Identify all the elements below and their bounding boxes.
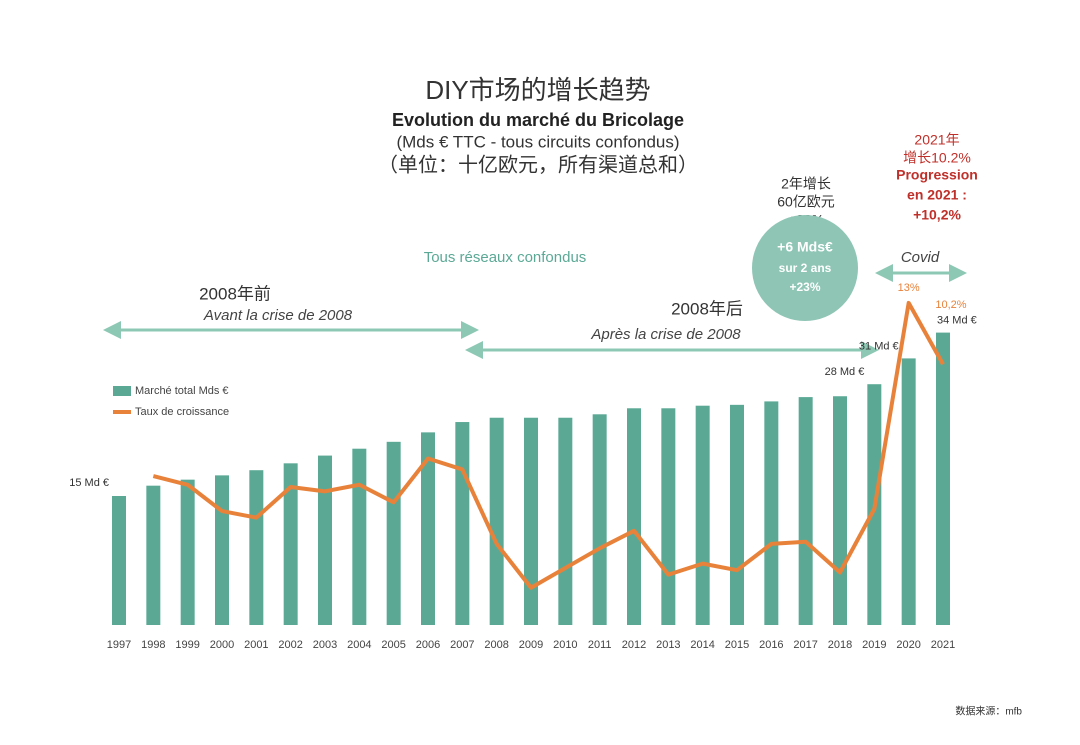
x-tick-label: 2001 [244,639,268,651]
annotation: 2021年 [914,132,959,148]
x-tick-label: 2013 [656,639,680,651]
x-tick-label: 2016 [759,639,783,651]
x-tick-label: 2009 [519,639,543,651]
x-tick-label: 2004 [347,639,371,651]
subtitle: (Mds € TTC - tous circuits confondus) [396,132,679,151]
legend-label: Marché total Mds € [135,385,229,397]
bar [180,479,195,625]
bar [524,417,538,625]
line [152,300,945,590]
data-label: 15 Md € [69,477,109,489]
x-tick-label: 2021 [931,639,955,651]
bar [112,496,126,625]
annotation: Avant la crise de 2008 [203,307,353,324]
x-tick-label: 2018 [828,639,852,651]
bar [730,404,744,625]
annotation: 2008年后 [671,299,743,318]
bar [146,485,161,625]
bar [936,332,950,625]
bar [592,414,607,625]
data-label: 34 Md € [937,315,977,327]
x-tick-label: 2011 [588,639,612,651]
legend-label: Taux de croissance [135,406,229,418]
x-tick-label: 2000 [210,639,234,651]
x-tick-label: 1997 [107,639,131,651]
bar [283,463,298,625]
x-tick-label: 2020 [896,639,920,651]
annotation: Covid [901,249,940,266]
bar [489,417,504,625]
annotation: +6 Mds€ [777,239,833,255]
x-tick-label: 2008 [484,639,508,651]
data-label: 28 Md € [825,366,865,378]
annotation: Progression [896,167,978,183]
bar [215,475,229,625]
annotation: Tous réseaux confondus [424,249,587,266]
x-tick-label: 2012 [622,639,646,651]
subtitle: （单位：十亿欧元，所有渠道总和） [378,153,698,176]
bar [386,441,401,625]
source: 数据来源：mfb [955,705,1022,718]
annotation: 增长10.2% [903,150,971,166]
bar [249,470,264,625]
bar [318,455,332,625]
x-tick-label: 2002 [278,639,302,651]
bar [558,417,573,625]
x-tick-label: 2019 [862,639,886,651]
subtitle: Evolution du marché du Bricolage [392,110,684,130]
x-tick-label: 2005 [381,639,405,651]
annotation: +10,2% [913,207,961,223]
highlight-circle [752,215,858,321]
bar [421,432,435,625]
annotation: Après la crise de 2008 [590,326,741,343]
x-tick-label: 2003 [313,639,337,651]
x-tick-label: 2010 [553,639,577,651]
bar [627,408,641,625]
bar [833,396,847,625]
annotation: sur 2 ans [779,261,832,275]
bar [352,448,367,625]
data-label: 13% [898,282,920,294]
x-tick-label: 2017 [793,639,817,651]
x-tick-label: 2007 [450,639,474,651]
annotation: en 2021 : [907,187,967,203]
annotation: 60亿欧元 [777,194,835,210]
bar [695,405,710,625]
chart-title: DIY市场的增长趋势 [425,75,650,105]
bar [901,358,916,625]
bar [764,401,779,625]
x-tick-label: 2014 [690,639,714,651]
x-tick-label: 2006 [416,639,440,651]
data-label: 10,2% [935,299,966,311]
bar [661,408,676,625]
bar [455,422,470,625]
annotation: 2008年前 [199,284,271,303]
x-tick-label: 1999 [175,639,199,651]
x-tick-label: 1998 [141,639,165,651]
bar [798,397,813,625]
annotation: 2年增长 [781,176,831,192]
legend-swatch [113,386,131,396]
data-label: 31 Md € [859,340,899,352]
annotation: +23% [789,280,820,294]
x-tick-label: 2015 [725,639,749,651]
